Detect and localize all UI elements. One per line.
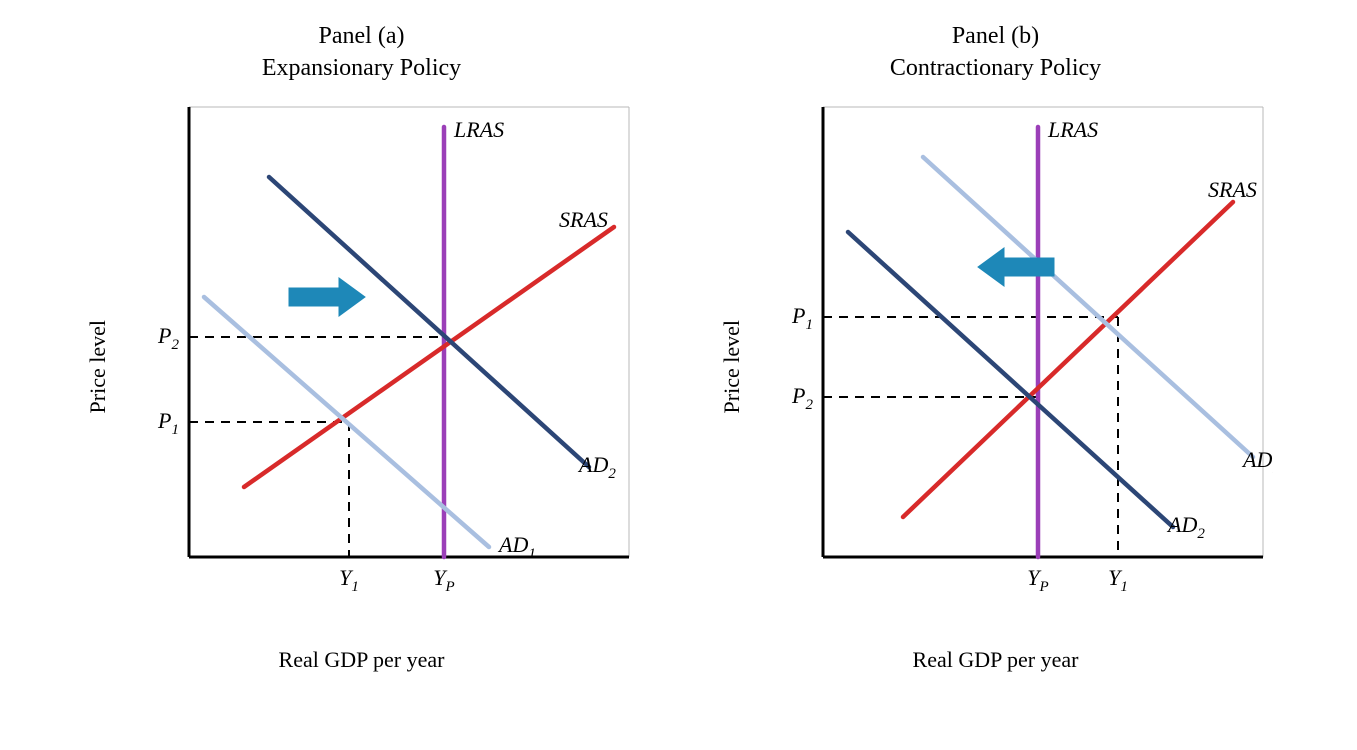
svg-text:P2: P2 (157, 323, 179, 353)
panel-b-ylabel: Price level (719, 320, 745, 413)
svg-text:AD1: AD1 (1241, 447, 1273, 477)
svg-text:P1: P1 (157, 408, 179, 438)
panel-b-title1: Panel (b) (890, 20, 1101, 52)
svg-text:LRAS: LRAS (453, 117, 504, 142)
panel-b-titles: Panel (b) Contractionary Policy (890, 20, 1101, 85)
svg-text:AD2: AD2 (1166, 512, 1205, 542)
panel-b: Panel (b) Contractionary Policy Price le… (719, 20, 1273, 673)
svg-text:P2: P2 (791, 383, 813, 413)
svg-text:P1: P1 (791, 303, 813, 333)
svg-text:Y1: Y1 (339, 565, 359, 595)
panel-a-titles: Panel (a) Expansionary Policy (262, 20, 461, 85)
panel-a-title1: Panel (a) (262, 20, 461, 52)
panel-b-chart-wrap: Price level LRAS SRAS AD1 AD2 P1 P2 Y1 YP (719, 97, 1273, 637)
panel-a-chart-wrap: Price level LRASSRASAD1AD2P1P2Y1YP (85, 97, 639, 637)
svg-text:Y1: Y1 (1108, 565, 1128, 595)
svg-text:SRAS: SRAS (1208, 177, 1257, 202)
panel-a-title2: Expansionary Policy (262, 52, 461, 84)
panel-b-svg: LRAS SRAS AD1 AD2 P1 P2 Y1 YP (753, 97, 1273, 637)
svg-text:YP: YP (433, 565, 454, 595)
panel-a-ylabel: Price level (85, 320, 111, 413)
panel-a-xlabel: Real GDP per year (279, 647, 445, 673)
svg-text:YP: YP (1027, 565, 1048, 595)
panel-b-xlabel: Real GDP per year (913, 647, 1079, 673)
panel-a-svg: LRASSRASAD1AD2P1P2Y1YP (119, 97, 639, 637)
panel-b-title2: Contractionary Policy (890, 52, 1101, 84)
svg-text:SRAS: SRAS (559, 207, 608, 232)
svg-text:LRAS: LRAS (1047, 117, 1098, 142)
panel-a: Panel (a) Expansionary Policy Price leve… (85, 20, 639, 673)
svg-text:AD2: AD2 (577, 452, 616, 482)
